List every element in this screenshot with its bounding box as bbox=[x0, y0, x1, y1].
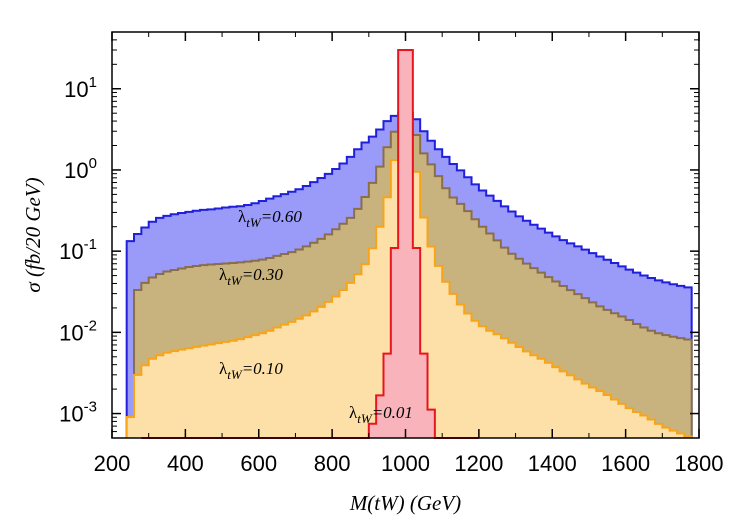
x-tick-label: 1600 bbox=[601, 451, 650, 476]
x-tick-label: 1000 bbox=[381, 451, 430, 476]
x-tick-label: 1400 bbox=[528, 451, 577, 476]
series-label-1: λtW=0.30 bbox=[219, 265, 283, 288]
y-tick-label: 10-2 bbox=[59, 317, 97, 345]
axis-layer: 200 400 600 800 1000 1200 1400 1600 1800 101 100 10… bbox=[59, 32, 723, 476]
series-layer bbox=[125, 49, 693, 439]
x-axis-title: M(tW) (GeV) bbox=[349, 491, 461, 515]
series-label-3: λtW=0.01 bbox=[349, 403, 413, 426]
x-tick-label: 1200 bbox=[454, 451, 503, 476]
y-axis-title: σ (fb/20 GeV) bbox=[21, 177, 45, 292]
series-3-fill bbox=[141, 50, 479, 438]
x-tick-label: 400 bbox=[167, 451, 204, 476]
x-tick-label: 600 bbox=[240, 451, 277, 476]
x-tick-label: 800 bbox=[314, 451, 351, 476]
y-tick-label: 10-3 bbox=[59, 399, 97, 427]
series-label-0: λtW=0.60 bbox=[238, 207, 302, 230]
y-tick-label: 101 bbox=[64, 74, 97, 102]
series-label-layer: λtW=0.60 λtW=0.30 λtW=0.10 λtW=0.01 bbox=[219, 207, 413, 426]
x-tick-label: 200 bbox=[94, 451, 131, 476]
series-label-2: λtW=0.10 bbox=[219, 359, 283, 382]
x-tick-label: 1800 bbox=[675, 451, 724, 476]
y-tick-label: 100 bbox=[64, 155, 97, 183]
y-tick-label: 10-1 bbox=[59, 236, 97, 264]
